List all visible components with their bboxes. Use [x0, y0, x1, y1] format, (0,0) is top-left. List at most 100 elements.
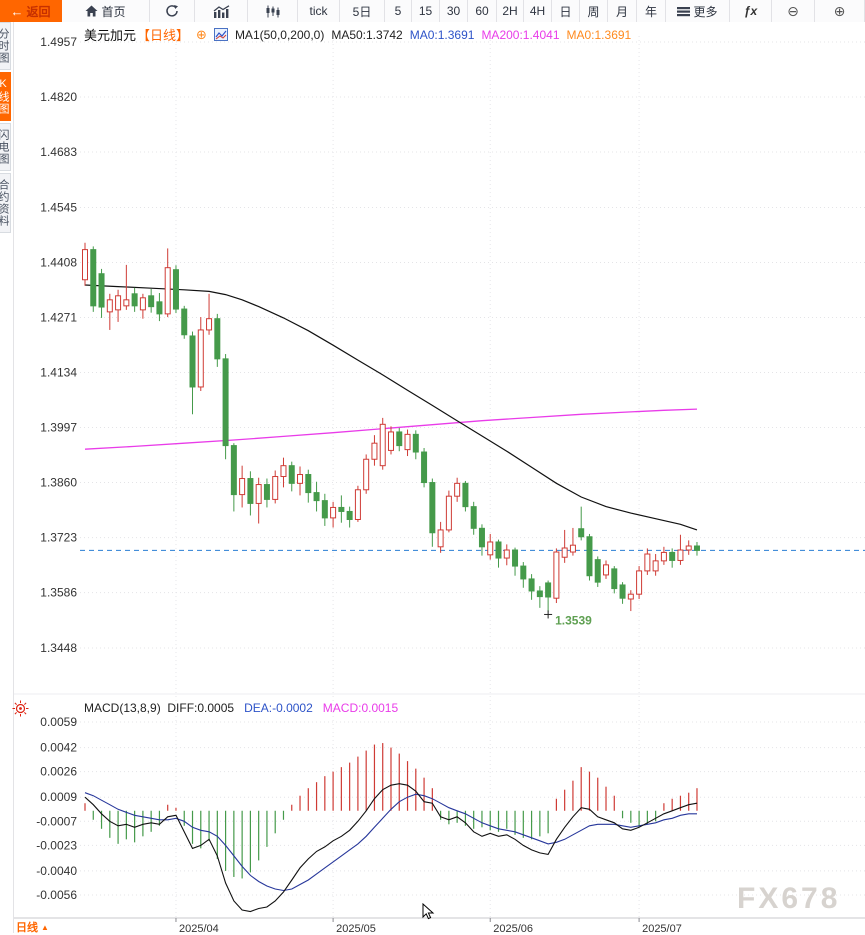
ma-config: MA1(50,0,200,0)	[234, 27, 325, 42]
sidebar-tab-3[interactable]: 闪电图	[0, 123, 11, 171]
interval-month-label: 月	[615, 4, 628, 19]
macd-axis-label: 0.0042	[40, 741, 77, 755]
footer-period-selector[interactable]: 日线 ▲	[16, 919, 49, 935]
interval-5d-button[interactable]: 5日	[340, 0, 385, 22]
price-and-macd-chart[interactable]: 1.4957 1.4820 1.4683 1.4545 1.4408 1.4271 1.41…	[0, 22, 865, 933]
price-pane-header: 美元加元 【日线】 ⊕ MA1(50,0,200,0) MA50:1.3742 M…	[84, 25, 631, 44]
low-price-label: 1.3539	[555, 613, 592, 627]
interval-2h-label: 2H	[502, 4, 518, 18]
period-tag: 【日线】	[137, 28, 190, 43]
mini-chart-icon[interactable]	[213, 28, 228, 41]
sidebar-tab-2[interactable]: K线图	[0, 72, 11, 121]
macd-axis-label: 0.0059	[40, 715, 77, 729]
back-arrow-icon: ←	[10, 3, 24, 19]
price-axis-label: 1.4545	[40, 200, 77, 214]
home-button[interactable]: 首页	[62, 0, 150, 22]
interval-30-button[interactable]: 30	[440, 0, 468, 22]
price-axis-label: 1.4820	[40, 90, 77, 104]
toolbar: ← 返回 首页 tick 5日 5 15 30 60 2H 4H 日周月 年 更多 ƒx ⊖ ⊕	[0, 0, 865, 22]
x-axis-labels: 2025/04 2025/05 2025/06 2025/07	[175, 918, 682, 933]
interval-week-button[interactable]: 周	[580, 0, 608, 22]
macd-axis-label: 0.0009	[40, 790, 77, 804]
price-axis-label: 1.3586	[40, 586, 77, 600]
add-indicator-icon[interactable]: ⊕	[196, 26, 207, 42]
formula-icon: ƒx	[743, 4, 758, 18]
home-icon	[85, 5, 98, 17]
ma50-value: MA50:1.3742	[331, 27, 403, 42]
interval-15-button[interactable]: 15	[412, 0, 440, 22]
interval-4h-label: 4H	[529, 4, 546, 18]
price-axis-label: 1.3997	[40, 421, 77, 435]
ma200-value: MA200:1.4041	[481, 27, 560, 42]
macd-value: MACD:0.0015	[322, 701, 399, 715]
interval-year-label: 年	[644, 4, 657, 19]
macd-pane-header: MACD(13,8,9) DIFF:0.0005 DEA:-0.0002 MAC…	[84, 701, 398, 715]
dea-line	[84, 792, 697, 892]
price-axis-label: 1.3860	[40, 476, 77, 490]
price-axis-label: 1.4134	[40, 366, 77, 380]
price-axis-label: 1.3448	[40, 641, 77, 655]
interval-5-button[interactable]: 5	[385, 0, 412, 22]
ma50-line	[84, 284, 698, 531]
interval-4h-button[interactable]: 4H	[524, 0, 552, 22]
interval-60-label: 60	[475, 4, 489, 18]
interval-year-button[interactable]: 年	[637, 0, 666, 22]
interval-60-button[interactable]: 60	[468, 0, 497, 22]
more-button[interactable]: 更多	[666, 0, 730, 22]
interval-day-button[interactable]: 日	[552, 0, 580, 22]
macd-axis-label: -0.0056	[36, 888, 77, 902]
macd-axis-label: -0.0023	[36, 838, 77, 852]
interval-tick-button[interactable]: tick	[298, 0, 340, 22]
refresh-button[interactable]	[150, 0, 195, 22]
sidebar-tab-1[interactable]: 分时图	[0, 22, 11, 70]
interval-2h-button[interactable]: 2H	[497, 0, 524, 22]
price-axis-label: 1.4683	[40, 145, 77, 159]
month-label: 2025/07	[642, 923, 682, 933]
kline-chart-button[interactable]	[248, 0, 298, 22]
interval-month-button[interactable]: 月	[608, 0, 637, 22]
month-label: 2025/04	[179, 923, 219, 933]
low-annotation: 1.3539	[544, 610, 592, 627]
zoom-out-icon: ⊖	[787, 2, 799, 19]
interval-day-label: 日	[559, 4, 572, 19]
macd-axis-label: -0.0040	[36, 864, 77, 878]
back-button[interactable]: ← 返回	[0, 0, 62, 22]
home-label: 首页	[101, 4, 126, 19]
month-gridlines	[175, 36, 640, 918]
candlestick-chart-icon	[266, 5, 279, 17]
ma200-line	[84, 408, 698, 450]
price-axis-label: 1.4408	[40, 255, 77, 269]
zoom-in-icon: ⊕	[833, 2, 846, 19]
caret-up-icon: ▲	[41, 922, 49, 932]
menu-icon	[677, 6, 691, 16]
dea-value: DEA:-0.0002	[244, 701, 313, 715]
price-axis-label: 1.4957	[40, 35, 77, 49]
price-axis-label: 1.4271	[40, 310, 77, 324]
sidebar-tab-4[interactable]: 合约资料	[0, 173, 11, 233]
watermark: FX678	[737, 882, 840, 915]
interval-week-label: 周	[587, 4, 600, 19]
back-label: 返回	[26, 4, 51, 19]
footer-period-label: 日线	[16, 922, 38, 934]
trend-chart-button[interactable]	[195, 0, 248, 22]
interval-30-label: 30	[446, 4, 461, 18]
more-label: 更多	[693, 4, 718, 19]
macd-gridlines: 0.0059 0.0042 0.0026 0.0009 -0.0007 -0.0023 -0…	[36, 715, 865, 902]
interval-5d-label: 5日	[352, 4, 372, 19]
zoom-out-button[interactable]: ⊖	[772, 0, 815, 22]
macd-axis-label: -0.0007	[36, 814, 77, 828]
fx-button[interactable]: ƒx	[730, 0, 772, 22]
macd-settings-icon[interactable]	[12, 700, 29, 722]
macd-axis-label: 0.0026	[40, 765, 77, 779]
diff-line	[84, 783, 698, 913]
ma0-blue-value: MA0:1.3691	[409, 27, 475, 42]
refresh-icon	[165, 5, 178, 17]
trend-chart-icon	[213, 4, 229, 18]
zoom-in-button[interactable]: ⊕	[815, 0, 865, 22]
macd-config-and-diff: MACD(13,8,9) DIFF:0.0005	[84, 701, 235, 715]
interval-15-label: 15	[418, 4, 433, 18]
ma0-orange-value: MA0:1.3691	[566, 27, 632, 42]
chart-type-sidebar: 分时图 K线图闪电图合约资料	[0, 22, 14, 933]
mouse-cursor	[420, 902, 436, 926]
month-label: 2025/05	[336, 923, 376, 933]
